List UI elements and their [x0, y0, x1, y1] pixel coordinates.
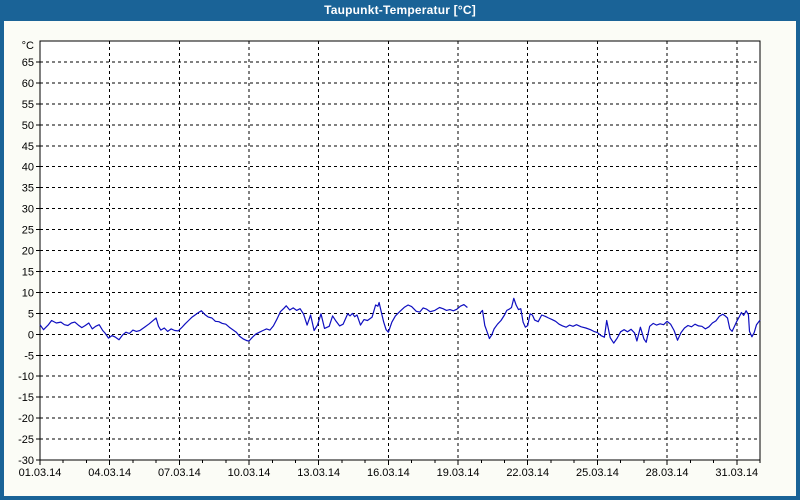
y-tick-label: 35	[22, 183, 34, 195]
y-tick-label: -10	[18, 371, 34, 383]
y-tick-label: -30	[18, 455, 34, 467]
x-tick-label: 28.03.14	[646, 467, 689, 479]
y-tick-label: 5	[28, 308, 34, 320]
y-tick-label: -15	[18, 392, 34, 404]
window-title-bar: Taupunkt-Temperatur [°C]	[0, 0, 800, 21]
x-tick-label: 16.03.14	[367, 467, 410, 479]
series-line-segment-2	[479, 297, 761, 344]
window-border-right	[796, 0, 800, 500]
x-tick-label: 04.03.14	[88, 467, 131, 479]
y-tick-label: -25	[18, 434, 34, 446]
y-tick-label: 45	[22, 141, 34, 153]
y-tick-label: 10	[22, 287, 34, 299]
y-tick-label: 0	[28, 329, 34, 341]
window-border-left	[0, 0, 4, 500]
series-line-segment-1	[39, 301, 468, 342]
x-tick-label: 19.03.14	[437, 467, 480, 479]
x-tick-label: 13.03.14	[297, 467, 340, 479]
y-tick-label: 65	[22, 57, 34, 69]
y-tick-label: -5	[24, 350, 34, 362]
y-tick-label: 20	[22, 246, 34, 258]
y-tick-label: 50	[22, 120, 34, 132]
y-tick-label: 40	[22, 162, 34, 174]
y-axis-unit-label: °C	[22, 40, 34, 52]
y-tick-label: 15	[22, 266, 34, 278]
x-tick-label: 22.03.14	[506, 467, 549, 479]
y-tick-label: 30	[22, 204, 34, 216]
y-tick-label: 60	[22, 78, 34, 90]
x-tick-label: 31.03.14	[715, 467, 758, 479]
y-tick-label: 55	[22, 99, 34, 111]
window-border-bottom	[0, 496, 800, 500]
x-tick-label: 10.03.14	[228, 467, 271, 479]
y-tick-label: 25	[22, 225, 34, 237]
x-tick-label: 25.03.14	[576, 467, 619, 479]
x-tick-label: 07.03.14	[158, 467, 201, 479]
y-tick-label: -20	[18, 413, 34, 425]
x-tick-label: 01.03.14	[19, 467, 62, 479]
chart-title: Taupunkt-Temperatur [°C]	[324, 3, 476, 17]
